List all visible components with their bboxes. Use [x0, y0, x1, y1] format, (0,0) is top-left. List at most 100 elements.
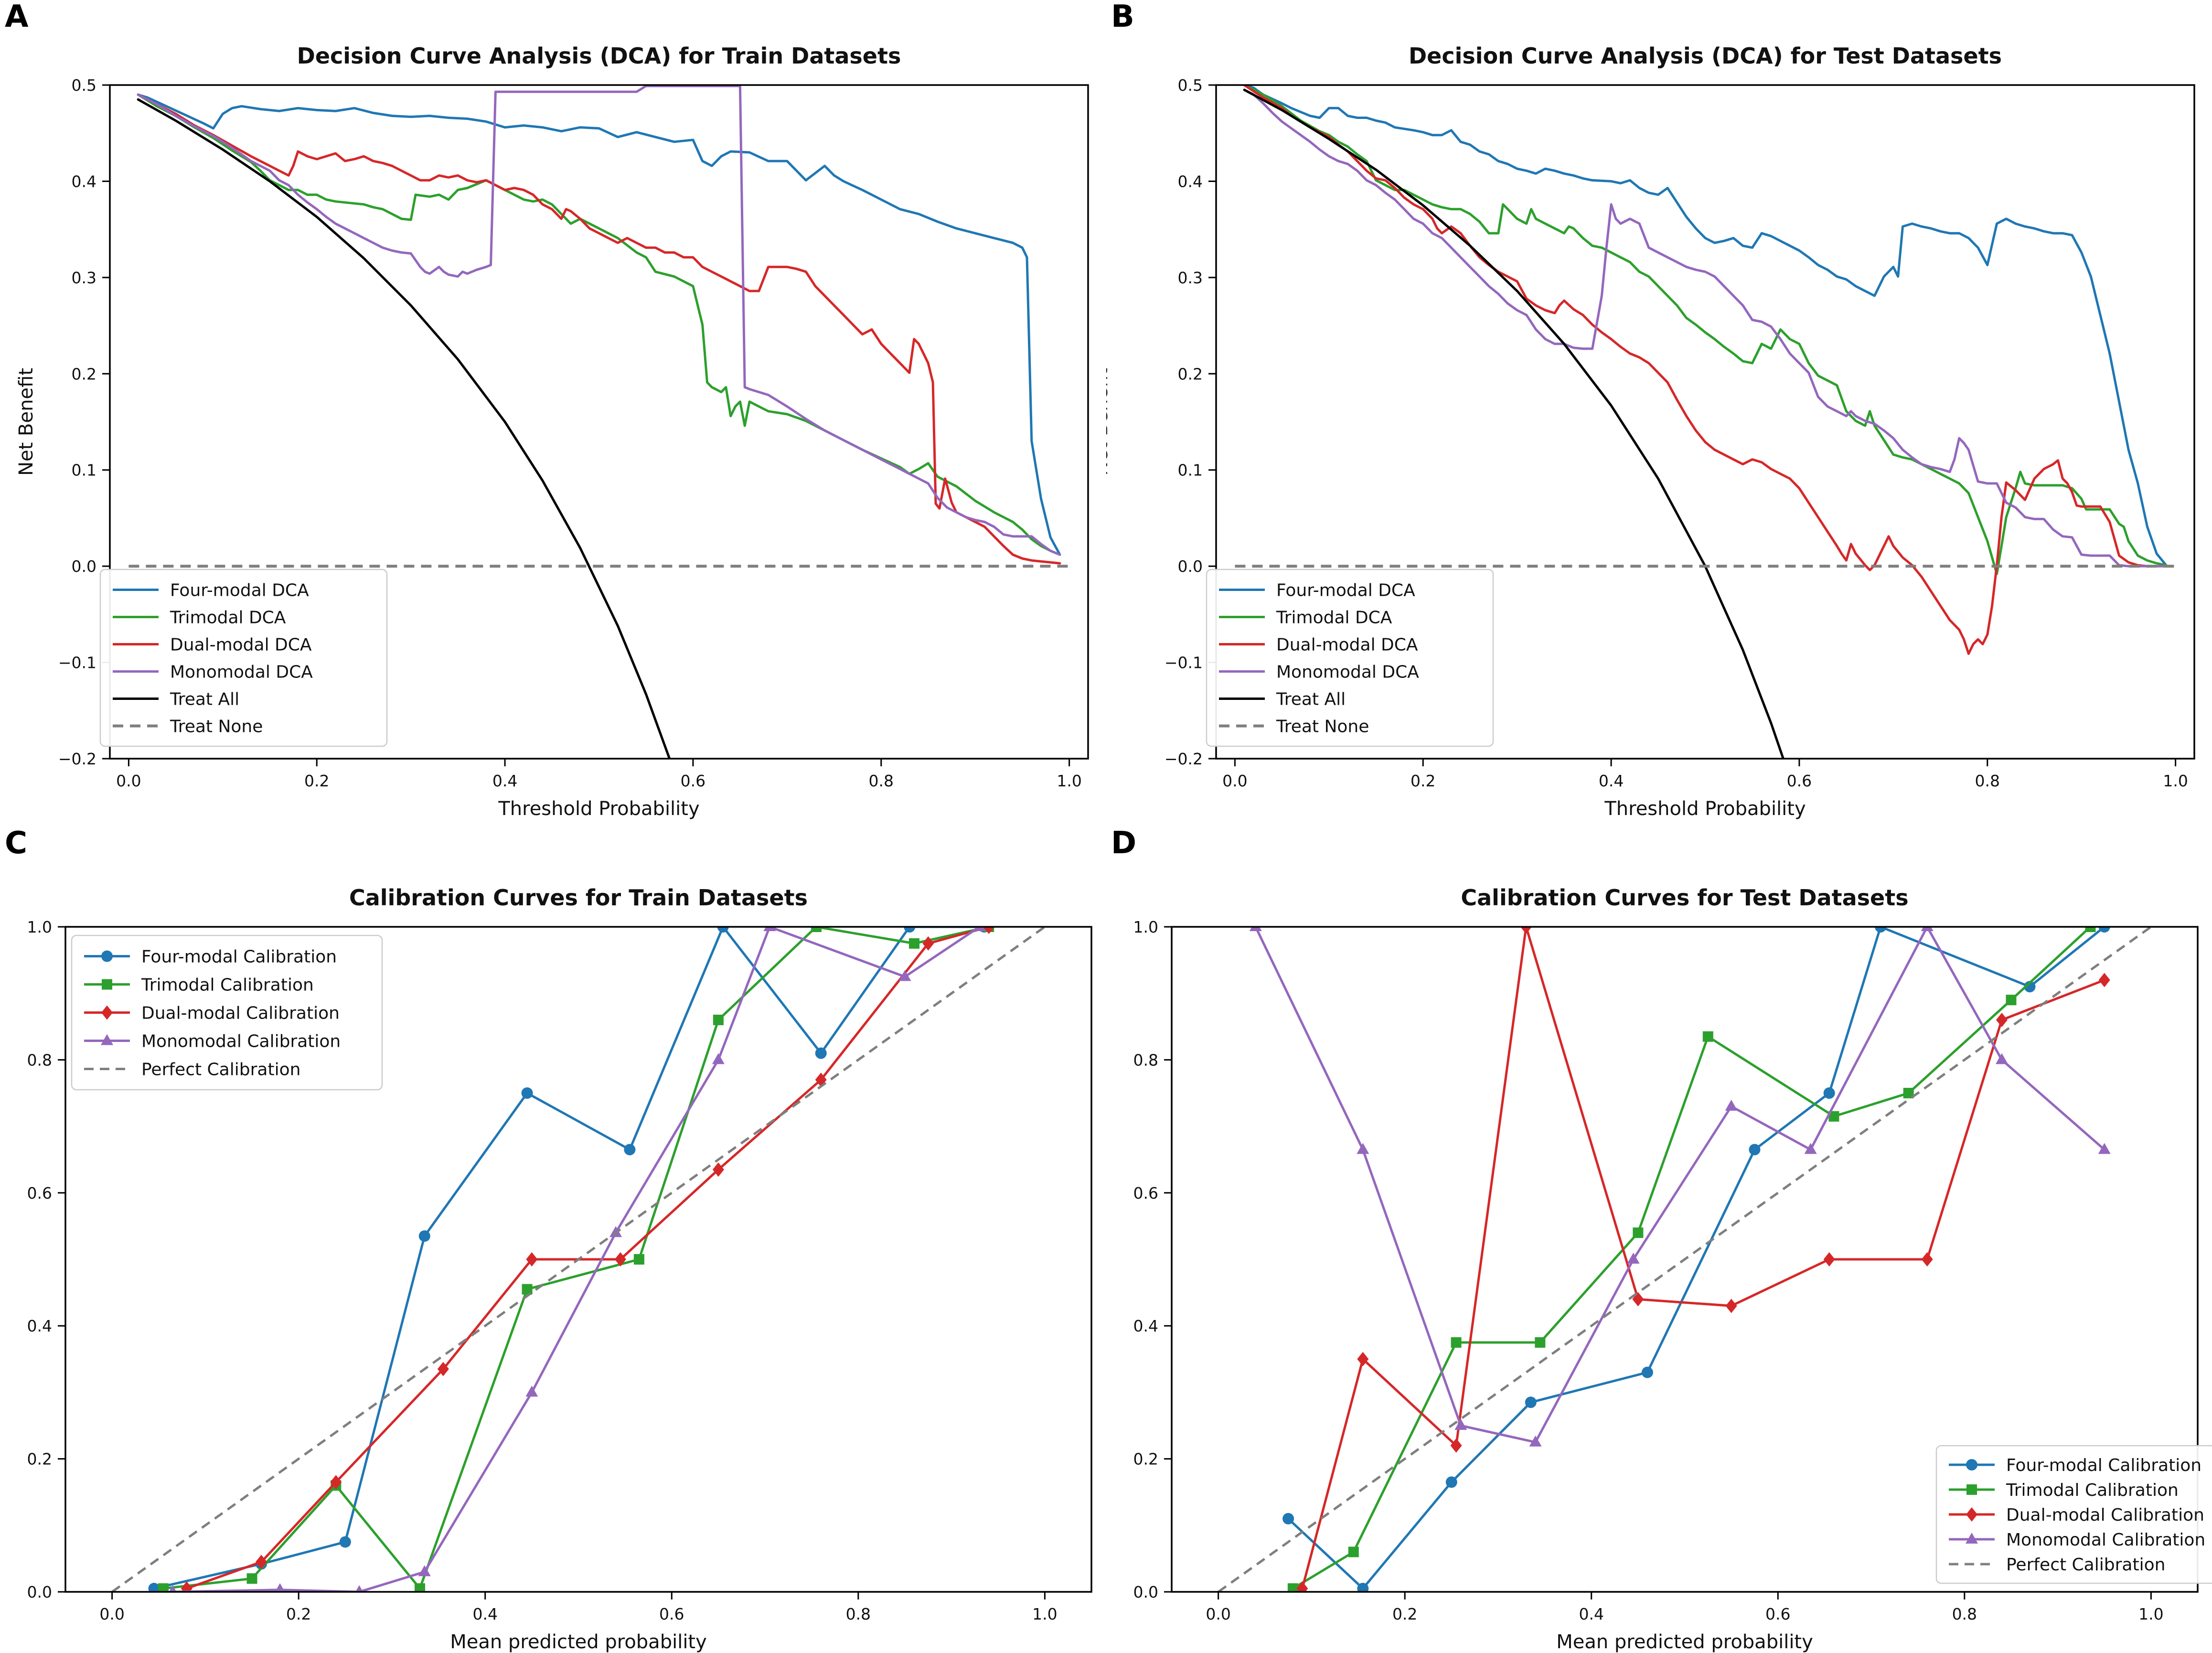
y-tick-label: 0.5	[1178, 76, 1203, 95]
y-tick-label: 0.4	[1178, 172, 1203, 191]
y-tick-label: 0.8	[27, 1051, 52, 1069]
plot-area	[1235, 85, 2176, 759]
legend-dual-modal-calibration-marker	[1966, 1507, 1977, 1522]
series-dual-modal-calibration-marker	[1520, 927, 1532, 934]
series-trimodal-calibration-marker	[1903, 1088, 1914, 1098]
series-dual-modal-calibration-marker	[1996, 1012, 2008, 1027]
y-tick-label: 0.0	[72, 557, 96, 576]
series-trimodal-calibration-marker	[158, 1583, 169, 1592]
legend-label-monomodal-calibration: Monomodal Calibration	[141, 1032, 341, 1052]
legend-label-monomodal-calibration: Monomodal Calibration	[2006, 1530, 2205, 1550]
y-tick-label: 0.6	[27, 1184, 52, 1202]
series-dual-modal-calibration-marker	[1823, 1252, 1835, 1267]
series-four-modal-calibration-marker	[624, 1144, 636, 1156]
series-dual-modal-calibration-marker	[330, 1475, 342, 1490]
x-axis-label: Threshold Probability	[498, 798, 699, 820]
y-tick-label: 0.2	[1133, 1450, 1158, 1469]
y-tick-label: 0.1	[72, 461, 96, 480]
series-trimodal-dca	[1243, 85, 2168, 575]
series-monomodal-dca	[1243, 88, 2168, 568]
series-trimodal-calibration-marker	[633, 1254, 644, 1265]
series-monomodal-calibration-marker	[898, 970, 911, 981]
x-tick-label: 1.0	[2138, 1605, 2163, 1623]
x-tick-label: 1.0	[1057, 772, 1081, 790]
x-tick-label: 0.6	[681, 772, 705, 790]
legend-label-monomodal-dca: Monomodal DCA	[170, 663, 313, 682]
series-monomodal-calibration-marker	[1454, 1419, 1467, 1430]
legend-four-modal-calibration-marker	[1966, 1459, 1977, 1471]
legend-four-modal-calibration-marker	[101, 950, 113, 962]
x-tick-label: 0.4	[492, 772, 517, 790]
y-tick-label: 0.2	[27, 1450, 52, 1469]
y-tick-label: 1.0	[1133, 918, 1158, 936]
legend-box	[1935, 1445, 2212, 1584]
series-trimodal-calibration-marker	[1348, 1546, 1359, 1557]
x-tick-label: 1.0	[1032, 1605, 1057, 1623]
y-tick-label: −0.1	[1165, 654, 1203, 672]
series-trimodal-calibration-marker	[908, 938, 919, 949]
legend-label-dual-modal-dca: Dual-modal DCA	[170, 635, 312, 655]
legend: Four-modal Calibration Trimodal Calibrati…	[71, 934, 383, 1091]
chart-title: Decision Curve Analysis (DCA) for Train …	[297, 43, 901, 69]
series-trimodal-calibration-marker	[1828, 1111, 1839, 1122]
x-tick-label: 0.8	[1952, 1605, 1977, 1623]
x-tick-label: 0.8	[1975, 772, 2000, 790]
series-four-modal-calibration-marker	[717, 927, 729, 933]
y-axis-label: Net Benefit	[1106, 368, 1112, 476]
x-tick-label: 0.0	[1206, 1605, 1230, 1623]
calibration-test-chart: Calibration Curves for Test Datasets Mean…	[1133, 885, 2212, 1653]
series-four-modal-calibration-marker	[521, 1087, 533, 1099]
axes-spines	[1171, 926, 2199, 1593]
series-trimodal-calibration-marker	[713, 1014, 724, 1025]
series-four-modal-calibration-marker	[815, 1047, 827, 1059]
axes-spines	[1215, 84, 2195, 760]
x-tick-label: 0.2	[1392, 1605, 1417, 1623]
plot-area	[111, 927, 1046, 1592]
series-four-modal-calibration-marker	[2098, 927, 2110, 933]
series-dual-modal-calibration-marker	[1296, 1581, 1308, 1592]
x-tick-label: 0.6	[1765, 1605, 1790, 1623]
panel-letter-d: D	[1111, 826, 1137, 861]
legend-label-four-modal-dca: Four-modal DCA	[170, 581, 309, 601]
series-trimodal-calibration-marker	[1702, 1031, 1713, 1042]
y-tick-label: 0.0	[27, 1583, 52, 1601]
legend-label-treat-all: Treat All	[170, 690, 239, 709]
x-tick-label: 0.2	[1411, 772, 1435, 790]
series-monomodal-calibration-marker	[1627, 1253, 1640, 1264]
series-trimodal-calibration-marker	[1633, 1227, 1644, 1238]
series-dual-modal-calibration-marker	[437, 1362, 449, 1376]
series-trimodal-dca	[137, 93, 1061, 556]
series-four-modal-calibration-marker	[1445, 1476, 1457, 1488]
x-tick-label: 0.0	[116, 772, 141, 790]
plot-area	[1218, 927, 2152, 1592]
series-four-modal-calibration-marker	[418, 1230, 430, 1242]
y-tick-label: 0.0	[1178, 557, 1203, 576]
series-four-modal-dca	[137, 93, 1061, 556]
x-tick-label: 1.0	[2163, 772, 2188, 790]
legend-monomodal-calibration-marker	[101, 1034, 113, 1045]
series-dual-modal-calibration-marker	[1450, 1438, 1462, 1453]
series-four-modal-calibration-marker	[1525, 1396, 1537, 1408]
y-tick-label: 0.4	[1133, 1317, 1158, 1335]
series-monomodal-calibration-marker	[1995, 1053, 2008, 1064]
y-tick-label: −0.2	[1165, 750, 1203, 768]
legend-box	[99, 569, 388, 747]
panel-dca-train: Decision Curve Analysis (DCA) for Train …	[0, 0, 1106, 826]
x-axis-label: Mean predicted probability	[450, 1631, 707, 1653]
legend-label-trimodal-calibration: Trimodal Calibration	[141, 976, 314, 995]
series-dual-modal-calibration-marker	[1725, 1299, 1737, 1313]
series-monomodal-calibration-marker	[1249, 927, 1262, 931]
series-dual-modal-calibration-marker	[1921, 1252, 1933, 1267]
series-trimodal-calibration-marker	[2085, 927, 2096, 932]
series-dual-modal-calibration-marker	[2098, 973, 2110, 988]
legend-label-dual-modal-calibration: Dual-modal Calibration	[141, 1004, 340, 1023]
x-axis-label: Mean predicted probability	[1556, 1631, 1813, 1653]
series-monomodal-calibration-marker	[418, 1565, 431, 1577]
panel-calibration-test: Calibration Curves for Test Datasets Mean…	[1106, 826, 2212, 1653]
dca-test-chart: Decision Curve Analysis (DCA) for Test D…	[1106, 43, 2195, 820]
panel-letter-b: B	[1111, 0, 1134, 34]
series-dual-modal-calibration	[1301, 927, 2106, 1590]
series-trimodal-calibration-marker	[2006, 995, 2017, 1006]
series-monomodal-calibration	[1254, 927, 2106, 1444]
